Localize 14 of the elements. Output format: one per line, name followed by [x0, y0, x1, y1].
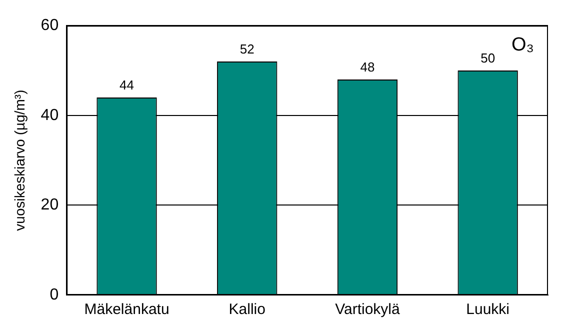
x-tick-label: Mäkelänkatu — [84, 301, 170, 318]
y-axis-title: vuosikeskiarvo (µg/m³) — [11, 90, 28, 231]
y-tick-label: 20 — [40, 196, 59, 214]
y-tick-label: 60 — [40, 17, 59, 34]
x-tick-label: Luukki — [466, 301, 510, 318]
x-tick-label: Kallio — [228, 301, 266, 318]
data-label: 48 — [360, 60, 375, 75]
y-tick-label: 40 — [40, 106, 59, 124]
data-label: 52 — [240, 42, 254, 57]
y-tick-label: 0 — [50, 286, 59, 304]
data-label: 44 — [120, 78, 134, 93]
data-label: 50 — [480, 50, 496, 66]
x-tick-label: Vartiokylä — [335, 301, 401, 318]
annotation: O₃ — [511, 34, 534, 56]
